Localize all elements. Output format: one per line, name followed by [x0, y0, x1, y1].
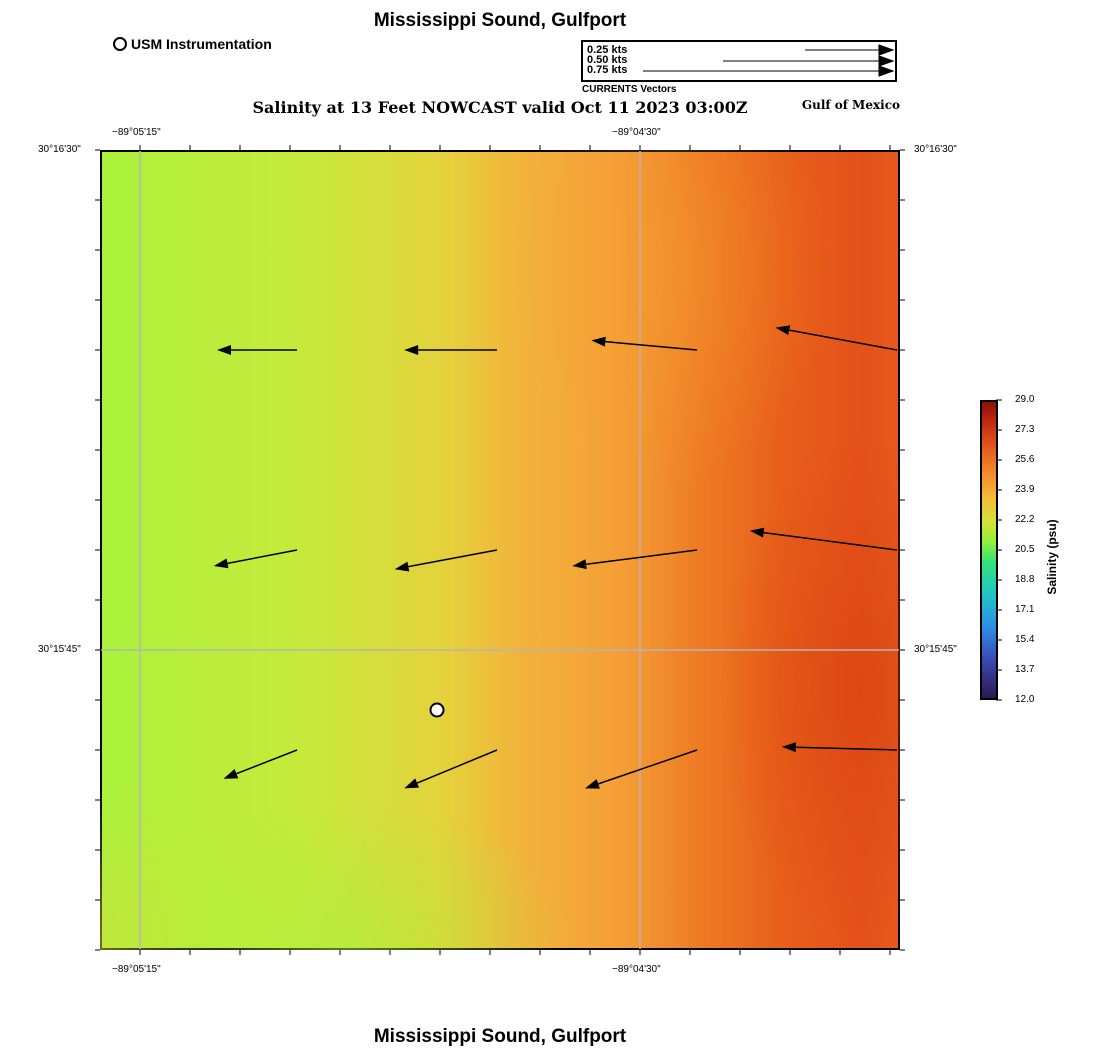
current-vector-head [223, 769, 239, 779]
usm-legend: USM Instrumentation [113, 36, 272, 52]
current-vector-head [394, 561, 410, 572]
current-vector [605, 340, 698, 351]
current-vectors [213, 325, 898, 789]
current-vector [408, 549, 498, 568]
scale-arrowhead-icon [878, 44, 895, 56]
colorbar-tick-label: 18.8 [1015, 574, 1035, 585]
station-circle-icon [113, 37, 127, 51]
usm-station-marker [429, 702, 445, 718]
current-vector [227, 549, 298, 565]
colorbar-tick-label: 17.1 [1015, 604, 1035, 615]
current-vector-head [775, 325, 791, 336]
current-vector-head [781, 742, 796, 753]
lon-label-bottom-west: −89°05'15" [112, 964, 161, 975]
vector-scale-arrows [643, 44, 895, 77]
colorbar-tick-label: 29.0 [1015, 394, 1035, 405]
lat-label-left-north: 30°16'30" [38, 144, 81, 155]
current-vector-head [217, 345, 231, 355]
vector-scale-legend: 0.25 kts 0.50 kts 0.75 kts [581, 40, 897, 82]
region-label: Gulf of Mexico [801, 98, 900, 112]
colorbar-tick-label: 20.5 [1015, 544, 1035, 555]
scale-arrowhead-icon [878, 65, 895, 77]
current-vector [236, 749, 298, 775]
vector-scale-label: 0.75 kts [587, 64, 628, 76]
vector-scale-label: 0.50 kts [587, 54, 628, 66]
current-vector-head [213, 558, 229, 569]
colorbar-tick-label: 12.0 [1015, 694, 1035, 705]
current-vector [789, 329, 898, 351]
colorbar-title: Salinity (psu) [1045, 519, 1059, 595]
page-title: Mississippi Sound, Gulfport [373, 10, 627, 31]
colorbar-ticks [996, 399, 1002, 701]
scale-arrowhead-icon [878, 55, 895, 67]
current-vector [795, 746, 898, 751]
current-vector [763, 531, 898, 551]
lon-label-top-east: −89°04'30" [612, 127, 661, 138]
current-vector [597, 749, 698, 785]
lat-label-right-north: 30°16'30" [914, 144, 957, 155]
lat-label-left-mid: 30°15'45" [38, 644, 81, 655]
page-title-bottom: Mississippi Sound, Gulfport [373, 1026, 627, 1047]
current-vector-head [591, 336, 606, 347]
current-vector-head [749, 527, 765, 538]
lat-label-right-mid: 30°15'45" [914, 644, 957, 655]
colorbar-tick-label: 13.7 [1015, 664, 1035, 675]
colorbar-tick-label: 23.9 [1015, 484, 1035, 495]
current-vector [585, 549, 698, 565]
colorbar-tick-label: 27.3 [1015, 424, 1035, 435]
colorbar-tick-label: 22.2 [1015, 514, 1035, 525]
vector-caption: CURRENTS Vectors [582, 84, 677, 95]
current-vector-head [404, 778, 420, 789]
current-vector-head [585, 779, 600, 789]
colorbar-tick-label: 15.4 [1015, 634, 1035, 645]
lon-label-top-west: −89°05'15" [112, 127, 161, 138]
vector-scale-label: 0.25 kts [587, 44, 628, 56]
map-subtitle: Salinity at 13 Feet NOWCAST valid Oct 11… [252, 98, 748, 117]
usm-legend-label: USM Instrumentation [131, 36, 272, 52]
colorbar-tick-label: 25.6 [1015, 454, 1035, 465]
current-vector-head [404, 345, 419, 355]
lon-label-bottom-east: −89°04'30" [612, 964, 661, 975]
current-vector [416, 749, 498, 784]
current-vector-head [572, 559, 587, 570]
